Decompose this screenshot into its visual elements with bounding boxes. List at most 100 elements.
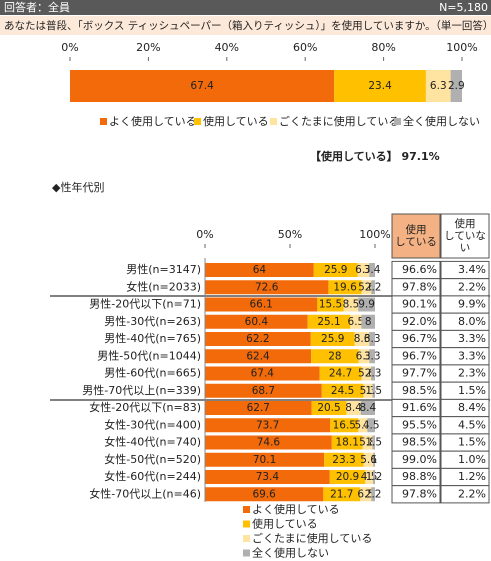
bar-segment <box>363 452 374 467</box>
value-label: 62.7 <box>247 402 270 414</box>
value-label: 64 <box>253 264 267 276</box>
value-label: 8.6 <box>354 333 371 345</box>
legend-label: ごくたまに使用している <box>252 531 372 545</box>
bar-segment <box>311 401 347 415</box>
bar-segment <box>354 332 370 346</box>
table-value: 3.4% <box>458 263 486 276</box>
legend-swatch <box>243 535 250 542</box>
value-label: 25.9 <box>321 333 344 345</box>
table-value: 4.5% <box>458 418 486 431</box>
legend-swatch <box>100 118 107 125</box>
value-label: 2.9 <box>448 80 465 92</box>
bar-segment <box>317 297 344 312</box>
bar-segment <box>361 280 372 295</box>
bar-segment <box>343 297 359 312</box>
category-label: 女性-40代(n=740) <box>104 435 201 449</box>
value-label: 1 <box>371 454 378 466</box>
category-label: 男性-20代以下(n=71) <box>89 297 201 311</box>
bar-segment <box>372 470 375 484</box>
table-value: 97.7% <box>402 367 437 380</box>
x-tick-label: 60% <box>293 41 317 54</box>
x-tick-label: 40% <box>215 41 239 54</box>
table-cell <box>391 485 441 504</box>
value-label: 24.7 <box>329 368 352 380</box>
bar-segment <box>369 332 375 346</box>
bar-segment <box>363 383 373 398</box>
category-label: 女性-20代以下(n=83) <box>89 400 201 414</box>
value-label: 16.5 <box>333 419 356 431</box>
bar-segment <box>372 435 375 450</box>
bar-segment <box>371 280 375 295</box>
bar-segment <box>205 366 320 381</box>
category-label: 女性-60代(n=244) <box>104 469 201 483</box>
table-cell <box>440 485 490 504</box>
bar-segment <box>369 349 375 364</box>
bar-segment <box>328 280 362 295</box>
bar-segment <box>358 418 368 433</box>
bar-segment <box>205 383 322 398</box>
bar-segment <box>362 435 373 450</box>
value-label: 8 <box>365 316 372 328</box>
value-label: 62.2 <box>246 333 269 345</box>
bar-segment <box>205 280 329 295</box>
value-label: 2.2 <box>365 281 382 293</box>
table-value: 99.0% <box>402 453 437 466</box>
question-bar <box>0 16 491 35</box>
bar-segment <box>357 263 370 277</box>
category-label: 男性-70代以上(n=339) <box>82 383 201 397</box>
bar-segment <box>331 435 363 450</box>
value-label: 5.6 <box>358 281 375 293</box>
category-label: 女性-50代(n=520) <box>104 452 201 466</box>
x-tick-label: 20% <box>136 41 160 54</box>
bar-segment <box>321 383 364 398</box>
value-label: 72.6 <box>255 281 279 293</box>
value-label: 6.5 <box>357 488 374 500</box>
table-value: 96.7% <box>402 332 437 345</box>
value-label: 8.4 <box>345 402 362 414</box>
question: あなたは普段、「ボックス ティッシュペーパー（箱入りティッシュ）」を使用していま… <box>4 19 491 32</box>
value-label: 3.3 <box>364 333 381 345</box>
table-header: 使用している <box>395 223 437 248</box>
bar-segment <box>361 314 375 329</box>
bar-segment <box>373 452 375 467</box>
category-label: 男性-50代(n=1044) <box>97 348 201 362</box>
table-value: 95.5% <box>402 418 437 431</box>
header-bar <box>0 0 491 15</box>
legend-swatch <box>243 549 250 557</box>
table-value: 98.5% <box>402 436 437 449</box>
value-label: 67.4 <box>251 368 275 380</box>
bar-segment <box>372 383 375 398</box>
legend-swatch <box>394 118 401 125</box>
value-label: 67.4 <box>190 80 214 92</box>
bar-segment <box>205 487 324 502</box>
bar-segment <box>365 470 373 484</box>
value-label: 20.5 <box>317 402 340 414</box>
value-label: 23.4 <box>368 80 392 92</box>
table-value: 96.7% <box>402 349 437 362</box>
table-value: 2.2% <box>458 280 486 293</box>
summary: 【使用している】 97.1% <box>310 149 440 163</box>
category-label: 男性-40代(n=765) <box>104 331 201 345</box>
table-value: 1.5% <box>458 436 486 449</box>
value-label: 1.2 <box>366 471 383 483</box>
bar-segment <box>360 401 375 415</box>
x-tick-label: 50% <box>278 228 302 241</box>
table-value: 8.4% <box>458 401 486 414</box>
value-label: 21.7 <box>330 488 353 500</box>
value-label: 20.9 <box>336 471 359 483</box>
bar-segment <box>371 487 375 502</box>
table-header-cell <box>440 213 490 259</box>
bar-segment <box>334 70 426 102</box>
bar-segment <box>425 70 451 102</box>
table-value: 1.5% <box>458 384 486 397</box>
bar-segment <box>360 487 372 502</box>
table-value: 1.2% <box>458 470 486 483</box>
value-label: 5.3 <box>360 385 377 397</box>
legend-swatch <box>243 506 250 513</box>
legend-swatch <box>270 118 277 125</box>
table-value: 98.5% <box>402 384 437 397</box>
table-value: 1.0% <box>458 453 486 466</box>
table-value: 8.0% <box>458 315 486 328</box>
value-label: 6.7 <box>355 264 372 276</box>
